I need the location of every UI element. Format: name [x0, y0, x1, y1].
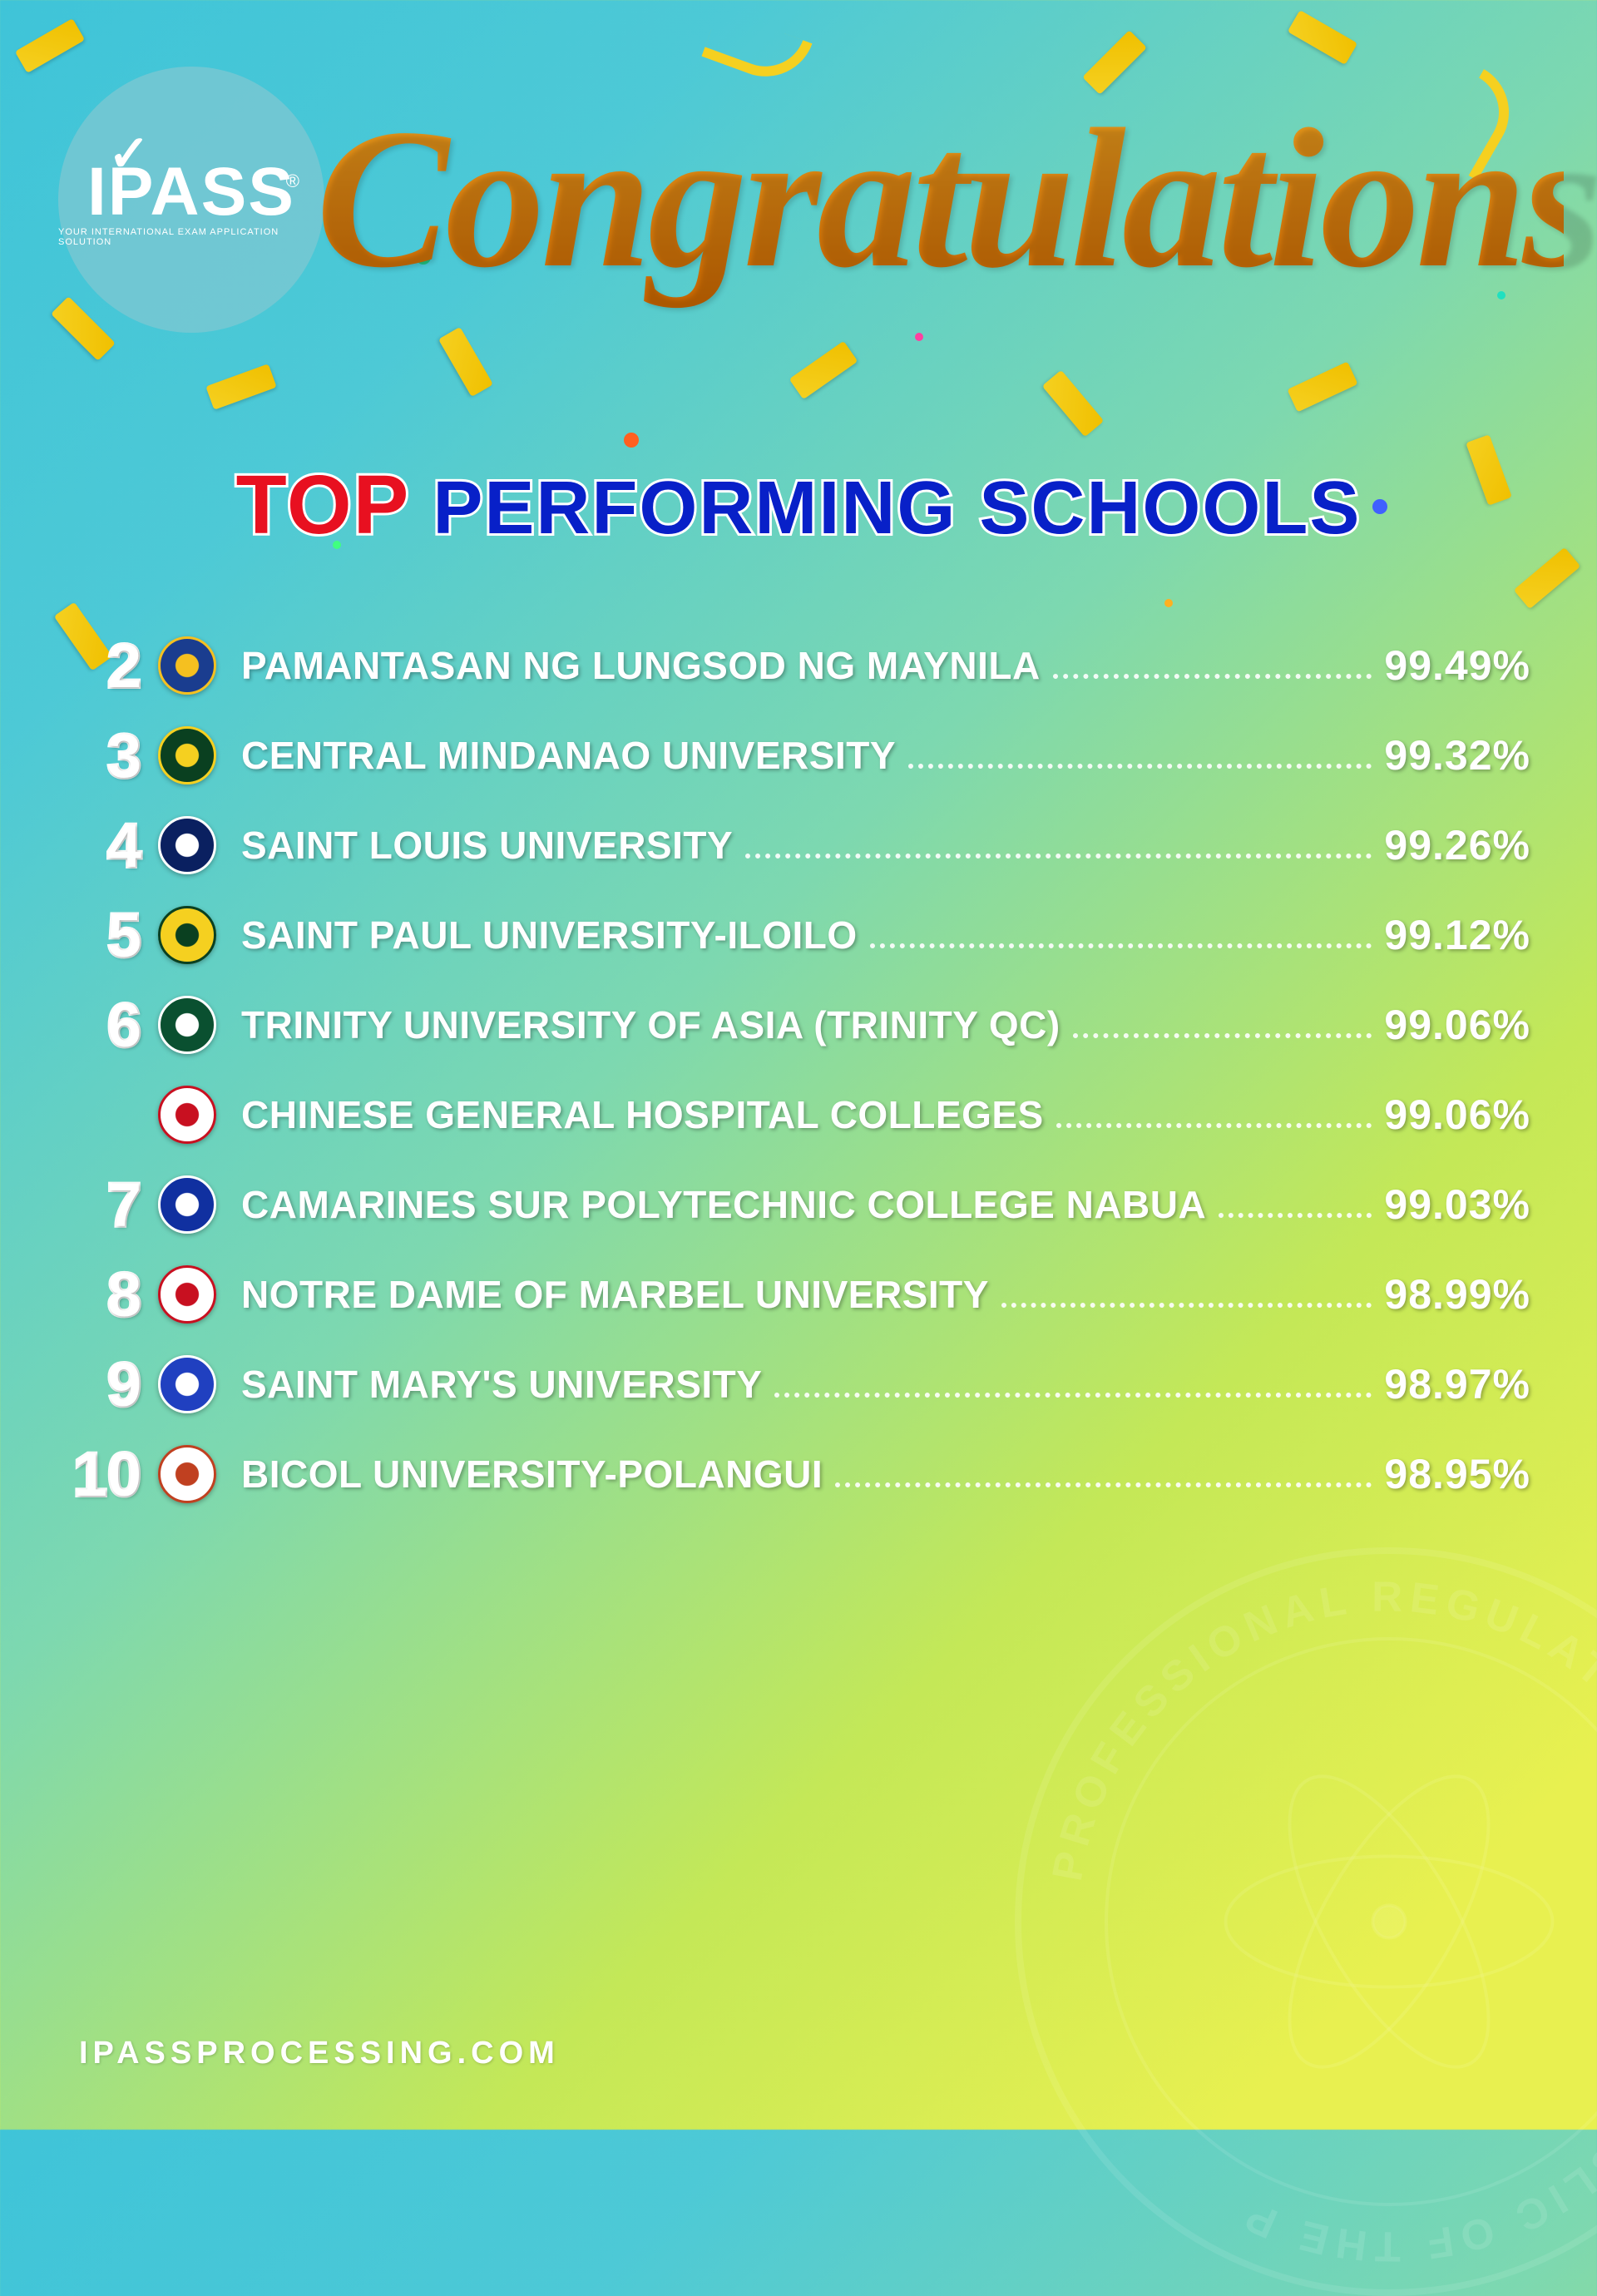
school-percentage: 98.99%	[1384, 1270, 1530, 1319]
school-row: 9 SAINT MARY'S UNIVERSITY 98.97%	[67, 1351, 1530, 1418]
school-percentage: 99.49%	[1384, 641, 1530, 690]
school-rank: 4	[67, 810, 158, 881]
school-percentage: 98.95%	[1384, 1450, 1530, 1498]
school-logo-icon	[158, 906, 216, 964]
confetti-piece	[789, 341, 858, 399]
school-name: SAINT MARY'S UNIVERSITY	[241, 1362, 762, 1407]
school-name: PAMANTASAN NG LUNGSOD NG MAYNILA	[241, 643, 1041, 688]
school-logo-icon	[158, 726, 216, 784]
school-list: 2 PAMANTASAN NG LUNGSOD NG MAYNILA 99.49% 3…	[67, 632, 1530, 1531]
subtitle: TOP PERFORMING SCHOOLS	[0, 458, 1597, 553]
school-percentage: 99.03%	[1384, 1180, 1530, 1229]
leader-dots	[1056, 1123, 1372, 1128]
school-name: SAINT LOUIS UNIVERSITY	[241, 823, 733, 868]
school-logo-icon	[158, 1355, 216, 1413]
school-percentage: 98.97%	[1384, 1360, 1530, 1408]
school-row: 10 BICOL UNIVERSITY-POLANGUI 98.95%	[67, 1441, 1530, 1507]
svg-text:REPUBLIC OF THE P: REPUBLIC OF THE P	[1233, 2015, 1597, 2271]
congratulations-title: Congratulations	[316, 83, 1564, 313]
school-logo-icon	[158, 1445, 216, 1503]
school-name: SAINT PAUL UNIVERSITY-ILOILO	[241, 913, 858, 957]
school-name: NOTRE DAME OF MARBEL UNIVERSITY	[241, 1272, 989, 1317]
school-logo-icon	[158, 1175, 216, 1234]
school-logo-icon	[158, 996, 216, 1054]
school-row: CHINESE GENERAL HOSPITAL COLLEGES 99.06%	[67, 1081, 1530, 1148]
watermark-seal: PROFESSIONAL REGULATION REPUBLIC OF THE …	[1015, 1547, 1597, 2296]
school-rank: 6	[67, 990, 158, 1061]
subtitle-rest: PERFORMING SCHOOLS	[410, 467, 1361, 550]
school-row: 6 TRINITY UNIVERSITY OF ASIA (TRINITY QC)…	[67, 992, 1530, 1058]
school-percentage: 99.26%	[1384, 821, 1530, 869]
school-name: TRINITY UNIVERSITY OF ASIA (TRINITY QC)	[241, 1002, 1061, 1047]
leader-dots	[774, 1393, 1372, 1398]
school-logo-icon	[158, 636, 216, 695]
school-rank: 10	[67, 1439, 158, 1510]
leader-dots	[870, 943, 1372, 948]
school-rank: 7	[67, 1170, 158, 1240]
confetti-piece	[624, 433, 639, 448]
ipass-logo: ✓ IPASS ® YOUR INTERNATIONAL EXAM APPLIC…	[58, 67, 324, 333]
leader-dots	[1219, 1213, 1372, 1218]
school-logo-icon	[158, 1086, 216, 1144]
confetti-piece	[1288, 10, 1357, 65]
school-logo-icon	[158, 816, 216, 874]
school-rank: 9	[67, 1349, 158, 1420]
logo-brand: IPASS	[87, 153, 295, 231]
school-row: 7 CAMARINES SUR POLYTECHNIC COLLEGE NABUA…	[67, 1171, 1530, 1238]
school-row: 4 SAINT LOUIS UNIVERSITY 99.26%	[67, 812, 1530, 878]
leader-dots	[745, 854, 1372, 859]
confetti-piece	[51, 296, 116, 361]
school-percentage: 99.32%	[1384, 731, 1530, 779]
confetti-piece	[205, 364, 276, 410]
confetti-piece	[1164, 599, 1173, 607]
confetti-piece	[701, 9, 812, 90]
confetti-piece	[1287, 362, 1357, 413]
school-row: 5 SAINT PAUL UNIVERSITY-ILOILO 99.12%	[67, 902, 1530, 968]
leader-dots	[908, 764, 1372, 769]
school-name: CAMARINES SUR POLYTECHNIC COLLEGE NABUA	[241, 1182, 1206, 1227]
subtitle-top: TOP	[236, 458, 411, 552]
school-rank: 5	[67, 900, 158, 971]
school-percentage: 99.06%	[1384, 1001, 1530, 1049]
leader-dots	[1001, 1303, 1372, 1308]
confetti-piece	[1042, 370, 1104, 438]
confetti-piece	[1514, 547, 1581, 609]
school-rank: 3	[67, 720, 158, 791]
logo-registered: ®	[286, 171, 299, 192]
footer-url: IPASSPROCESSING.COM	[79, 2036, 560, 2071]
school-percentage: 99.06%	[1384, 1091, 1530, 1139]
school-name: CENTRAL MINDANAO UNIVERSITY	[241, 733, 896, 778]
leader-dots	[835, 1482, 1372, 1487]
school-row: 8 NOTRE DAME OF MARBEL UNIVERSITY 98.99%	[67, 1261, 1530, 1328]
school-name: CHINESE GENERAL HOSPITAL COLLEGES	[241, 1092, 1044, 1137]
school-row: 2 PAMANTASAN NG LUNGSOD NG MAYNILA 99.49%	[67, 632, 1530, 699]
leader-dots	[1073, 1033, 1372, 1038]
svg-text:PROFESSIONAL REGULATION: PROFESSIONAL REGULATION	[1043, 1573, 1597, 1884]
school-percentage: 99.12%	[1384, 911, 1530, 959]
confetti-piece	[438, 327, 493, 397]
school-rank: 2	[67, 631, 158, 701]
school-name: BICOL UNIVERSITY-POLANGUI	[241, 1452, 823, 1497]
school-logo-icon	[158, 1265, 216, 1324]
school-rank: 8	[67, 1259, 158, 1330]
leader-dots	[1053, 674, 1372, 679]
school-row: 3 CENTRAL MINDANAO UNIVERSITY 99.32%	[67, 722, 1530, 789]
confetti-piece	[15, 18, 85, 73]
confetti-piece	[915, 333, 923, 341]
